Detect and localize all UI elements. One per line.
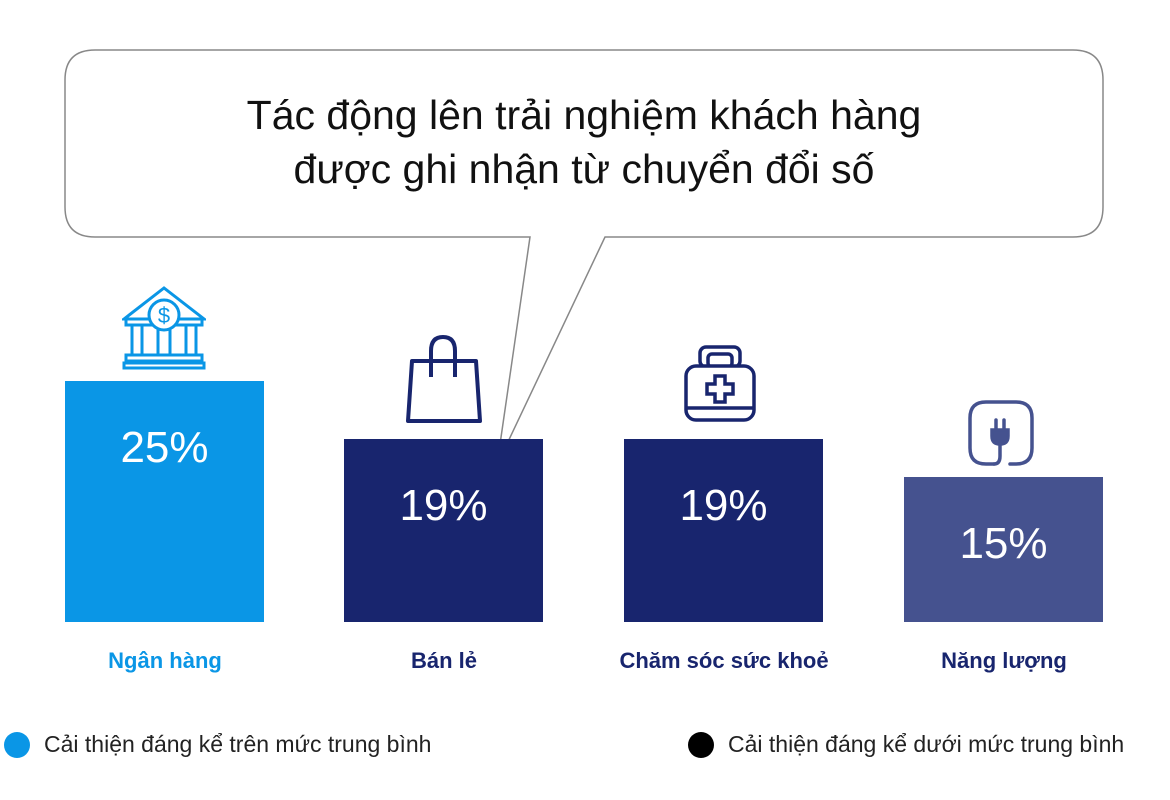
plug-icon xyxy=(968,400,1034,466)
legend-dot-black xyxy=(688,731,714,758)
legend-item-below-average: Cải thiện đáng kể dưới mức trung bình xyxy=(688,731,1124,758)
bar-1 xyxy=(344,438,543,622)
bar-3 xyxy=(904,477,1103,622)
value-label: 19% xyxy=(679,480,768,530)
shopping-bag-icon xyxy=(406,335,482,423)
category-label: Ngân hàng xyxy=(108,648,222,673)
chart-title-line-2: được ghi nhận từ chuyển đổi số xyxy=(293,146,875,192)
category-label: Năng lượng xyxy=(941,648,1067,673)
bar-0 xyxy=(65,380,264,622)
category-label: Bán lẻ xyxy=(410,648,478,673)
value-label: 19% xyxy=(399,480,488,530)
category-label: Chăm sóc sức khoẻ xyxy=(619,648,829,673)
legend-dot-blue xyxy=(4,731,30,758)
value-label: 15% xyxy=(959,519,1048,569)
bank-icon: $ xyxy=(122,286,206,370)
legend-label: Cải thiện đáng kể trên mức trung bình xyxy=(44,731,432,757)
bar-2 xyxy=(624,438,823,622)
legend-item-above-average: Cải thiện đáng kể trên mức trung bình xyxy=(4,731,431,758)
svg-text:$: $ xyxy=(158,303,170,328)
value-label: 25% xyxy=(120,422,209,472)
medical-kit-icon xyxy=(684,345,756,422)
chart-title-line-1: Tác động lên trải nghiệm khách hàng xyxy=(246,92,922,138)
legend-label: Cải thiện đáng kể dưới mức trung bình xyxy=(728,731,1125,757)
